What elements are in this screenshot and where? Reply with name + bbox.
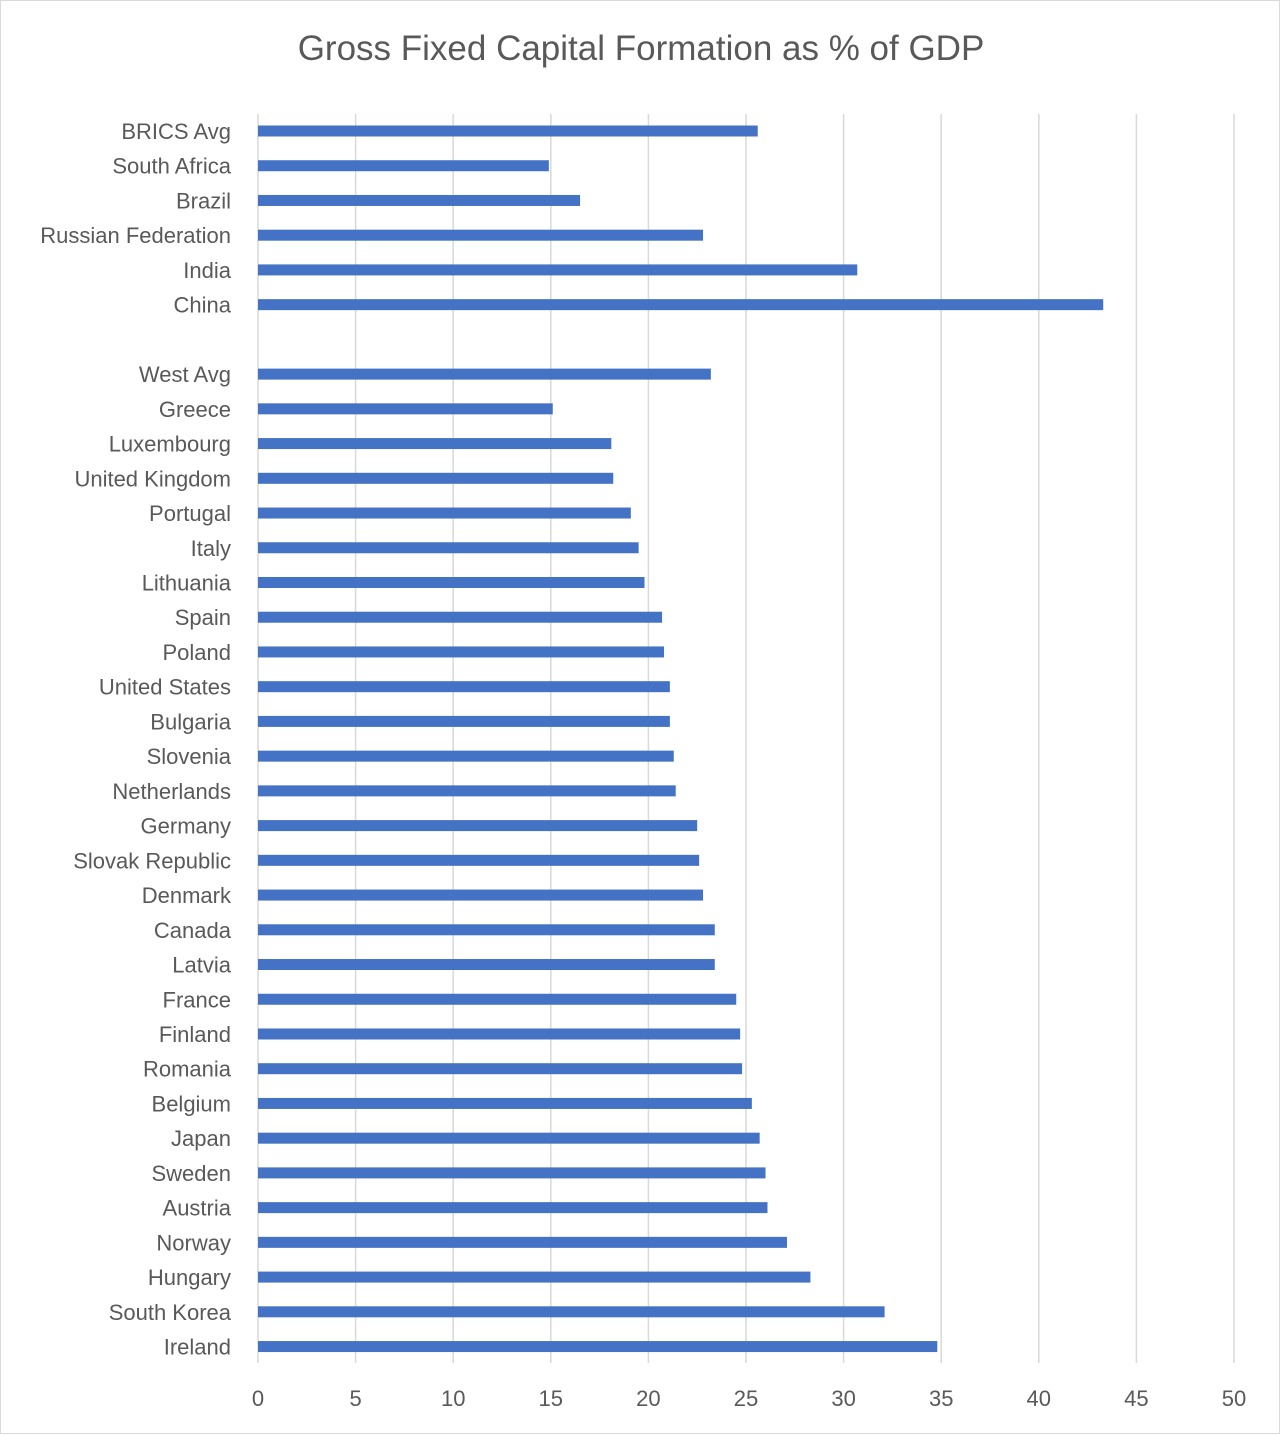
bar — [258, 889, 704, 901]
bars — [258, 125, 1104, 1353]
bar — [258, 368, 711, 380]
bar — [258, 1063, 743, 1075]
bar — [258, 1271, 811, 1283]
x-tick-label: 15 — [539, 1386, 563, 1411]
x-tick-label: 10 — [441, 1386, 465, 1411]
category-label: Poland — [162, 640, 231, 665]
bar — [258, 1236, 787, 1248]
category-label: Lithuania — [142, 570, 232, 595]
category-label: South Korea — [109, 1300, 232, 1325]
category-label: Netherlands — [112, 779, 231, 804]
bar — [258, 611, 663, 623]
bar — [258, 959, 715, 971]
category-label: Austria — [163, 1196, 232, 1221]
bar — [258, 507, 631, 519]
category-label: Romania — [143, 1057, 232, 1082]
category-label: Denmark — [142, 883, 232, 908]
bar — [258, 1028, 741, 1040]
category-label: Sweden — [151, 1161, 231, 1186]
category-label: Slovenia — [147, 744, 232, 769]
bar — [258, 194, 581, 206]
category-label: Luxembourg — [109, 432, 231, 457]
category-label: Germany — [141, 814, 231, 839]
bar — [258, 1167, 766, 1179]
bar — [258, 750, 674, 762]
bar — [258, 542, 639, 554]
bar — [258, 993, 737, 1005]
category-label: Ireland — [164, 1335, 231, 1360]
x-tick-label: 20 — [636, 1386, 660, 1411]
bar — [258, 576, 645, 588]
category-label: Greece — [159, 397, 231, 422]
bar — [258, 820, 698, 832]
x-tick-label: 50 — [1222, 1386, 1246, 1411]
category-label: France — [163, 987, 231, 1012]
category-label: Belgium — [152, 1091, 231, 1116]
bar — [258, 299, 1104, 311]
bar — [258, 438, 612, 450]
gridlines — [257, 114, 1235, 1363]
bar — [258, 403, 553, 415]
bar — [258, 125, 758, 137]
bar — [258, 1341, 938, 1353]
x-tick-label: 45 — [1124, 1386, 1148, 1411]
category-label: West Avg — [139, 362, 231, 387]
bar — [258, 229, 704, 241]
category-label: Brazil — [176, 188, 231, 213]
bar — [258, 472, 614, 484]
category-label: Spain — [175, 605, 231, 630]
bar — [258, 715, 670, 727]
bar — [258, 646, 665, 658]
category-label: Latvia — [172, 953, 231, 978]
chart-title: Gross Fixed Capital Formation as % of GD… — [297, 29, 985, 68]
category-label: Finland — [159, 1022, 231, 1047]
category-label: Russian Federation — [40, 223, 231, 248]
x-tick-label: 30 — [831, 1386, 855, 1411]
x-tick-label: 0 — [252, 1386, 264, 1411]
bar — [258, 1306, 885, 1318]
category-label: United Kingdom — [74, 466, 231, 491]
bar — [258, 854, 700, 866]
x-tick-label: 5 — [349, 1386, 361, 1411]
category-label: Italy — [191, 536, 231, 561]
category-label: India — [183, 258, 231, 283]
category-label: BRICS Avg — [121, 119, 231, 144]
bar — [258, 160, 549, 172]
category-label: China — [174, 293, 232, 318]
bar — [258, 1097, 752, 1109]
x-tick-label: 35 — [929, 1386, 953, 1411]
category-label: South Africa — [112, 154, 231, 179]
bar — [258, 924, 715, 936]
category-label: Bulgaria — [150, 709, 231, 734]
x-tick-labels: 0 5 10 15 20 25 30 35 40 45 50 — [252, 1386, 1246, 1411]
category-label: Norway — [156, 1230, 231, 1255]
bar — [258, 264, 858, 276]
category-label: Slovak Republic — [73, 848, 231, 873]
category-label: Canada — [154, 918, 232, 943]
category-label: United States — [99, 675, 231, 700]
bar — [258, 681, 670, 693]
bar — [258, 1132, 760, 1144]
bar — [258, 1202, 768, 1214]
x-tick-label: 25 — [734, 1386, 758, 1411]
category-label: Hungary — [148, 1265, 231, 1290]
x-tick-label: 40 — [1027, 1386, 1051, 1411]
category-labels: BRICS Avg South Africa Brazil Russian Feder… — [40, 119, 232, 1360]
category-label: Japan — [171, 1126, 231, 1151]
bar — [258, 785, 676, 797]
category-label: Portugal — [149, 501, 231, 526]
